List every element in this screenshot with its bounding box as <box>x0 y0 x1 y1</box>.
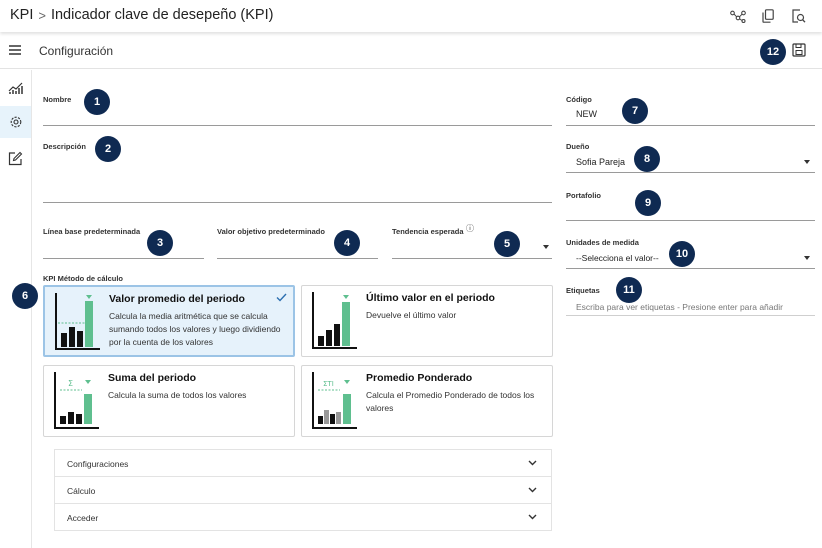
breadcrumb-current: Indicador clave de desepeño (KPI) <box>50 7 274 23</box>
portafolio-field[interactable] <box>566 220 815 221</box>
codigo-value[interactable]: NEW <box>576 109 597 119</box>
chevron-down-icon <box>528 487 537 493</box>
chevron-down-icon <box>528 514 537 520</box>
unidades-value[interactable]: --Selecciona el valor-- <box>576 253 659 263</box>
callout-badge-3: 3 <box>147 230 173 256</box>
method-card-sum[interactable]: Σ Suma del periodo Calcula la suma de to… <box>43 365 295 437</box>
tendencia-caret-icon[interactable] <box>543 245 549 249</box>
method-title: Promedio Ponderado <box>366 372 473 384</box>
chevron-down-icon <box>528 460 537 466</box>
accordion-label: Cálculo <box>67 486 96 496</box>
save-icon[interactable] <box>790 41 808 59</box>
callout-badge-7: 7 <box>622 98 648 124</box>
callout-badge-2: 2 <box>95 136 121 162</box>
method-title: Suma del periodo <box>108 372 197 384</box>
sidebar <box>0 70 32 548</box>
dueno-label: Dueño <box>566 142 590 151</box>
search-document-icon[interactable] <box>788 6 808 26</box>
unidades-label: Unidades de medida <box>566 238 639 247</box>
descripcion-field[interactable] <box>43 202 552 203</box>
method-card-weighted[interactable]: ΣTI Promedio Ponderado Calcula el Promed… <box>301 365 553 437</box>
breadcrumb-separator: > <box>38 7 46 23</box>
sidebar-item-edit[interactable] <box>0 142 31 174</box>
linea-base-label: Línea base predeterminada <box>43 227 141 236</box>
sub-header: Configuración <box>0 33 822 69</box>
dueno-select[interactable] <box>566 172 815 173</box>
method-description: Calcula la suma de todos los valores <box>108 390 247 400</box>
hamburger-icon[interactable] <box>8 43 22 57</box>
method-title: Último valor en el periodo <box>366 292 495 304</box>
last-value-chart-icon <box>312 292 357 349</box>
tendencia-label: Tendencia esperada <box>392 227 464 236</box>
method-description: Devuelve el último valor <box>366 310 457 320</box>
codigo-field[interactable] <box>566 125 815 126</box>
average-chart-icon <box>55 293 100 350</box>
method-card-last-value[interactable]: Último valor en el periodo Devuelve el ú… <box>301 285 553 357</box>
codigo-label: Código <box>566 95 592 104</box>
copy-icon[interactable] <box>758 6 778 26</box>
method-description: Calcula la media aritmética que se calcu… <box>109 311 281 347</box>
nombre-field[interactable] <box>43 125 552 126</box>
accordion-label: Acceder <box>67 513 99 523</box>
callout-badge-1: 1 <box>84 89 110 115</box>
breadcrumb: KPI > Indicador clave de desepeño (KPI) <box>10 7 273 23</box>
weighted-mark: ΣTI <box>323 380 334 388</box>
breadcrumb-root[interactable]: KPI <box>10 7 34 23</box>
callout-badge-10: 10 <box>669 241 695 267</box>
unidades-caret-icon[interactable] <box>804 256 810 260</box>
sidebar-item-settings[interactable] <box>0 106 31 138</box>
callout-badge-4: 4 <box>334 230 360 256</box>
tendencia-select[interactable] <box>392 258 552 259</box>
weighted-chart-icon: ΣTI <box>312 372 357 429</box>
unidades-select[interactable] <box>566 268 815 269</box>
etiquetas-input[interactable]: Escriba para ver etiquetas - Presione en… <box>576 302 783 312</box>
check-icon <box>276 293 287 302</box>
info-icon[interactable]: ⓘ <box>466 224 474 233</box>
etiquetas-underline <box>566 315 815 316</box>
descripcion-label: Descripción <box>43 142 86 151</box>
method-card-average[interactable]: Valor promedio del periodo Calcula la me… <box>43 285 295 357</box>
callout-badge-9: 9 <box>635 190 661 216</box>
sum-mark: Σ <box>68 379 73 388</box>
valor-objetivo-label: Valor objetivo predeterminado <box>217 227 325 236</box>
accordion-label: Configuraciones <box>67 459 129 469</box>
method-label: KPI Método de cálculo <box>43 274 124 283</box>
callout-badge-5: 5 <box>494 231 520 257</box>
method-title: Valor promedio del periodo <box>109 293 245 305</box>
chart-icon <box>8 82 23 94</box>
dueno-value[interactable]: Sofia Pareja <box>576 157 626 167</box>
sidebar-item-dashboard[interactable] <box>0 72 31 104</box>
gear-icon <box>10 116 21 128</box>
share-nodes-icon[interactable] <box>728 6 748 26</box>
valor-objetivo-field[interactable] <box>217 258 378 259</box>
edit-icon <box>8 151 23 165</box>
method-description: Calcula el Promedio Ponderado de todos l… <box>366 390 535 413</box>
accordion-calculo[interactable]: Cálculo <box>54 476 552 504</box>
dueno-caret-icon[interactable] <box>804 160 810 164</box>
accordion-configuraciones[interactable]: Configuraciones <box>54 449 552 477</box>
callout-badge-8: 8 <box>634 146 660 172</box>
callout-badge-11: 11 <box>616 277 642 303</box>
page-title: Configuración <box>39 44 114 58</box>
etiquetas-label: Etiquetas <box>566 286 600 295</box>
callout-badge-12: 12 <box>760 39 786 65</box>
linea-base-field[interactable] <box>43 258 204 259</box>
top-bar: KPI > Indicador clave de desepeño (KPI) <box>0 0 822 32</box>
portafolio-label: Portafolio <box>566 191 601 200</box>
sum-chart-icon: Σ <box>54 372 99 429</box>
accordion-acceder[interactable]: Acceder <box>54 503 552 531</box>
callout-badge-6: 6 <box>12 283 38 309</box>
nombre-label: Nombre <box>43 95 72 104</box>
